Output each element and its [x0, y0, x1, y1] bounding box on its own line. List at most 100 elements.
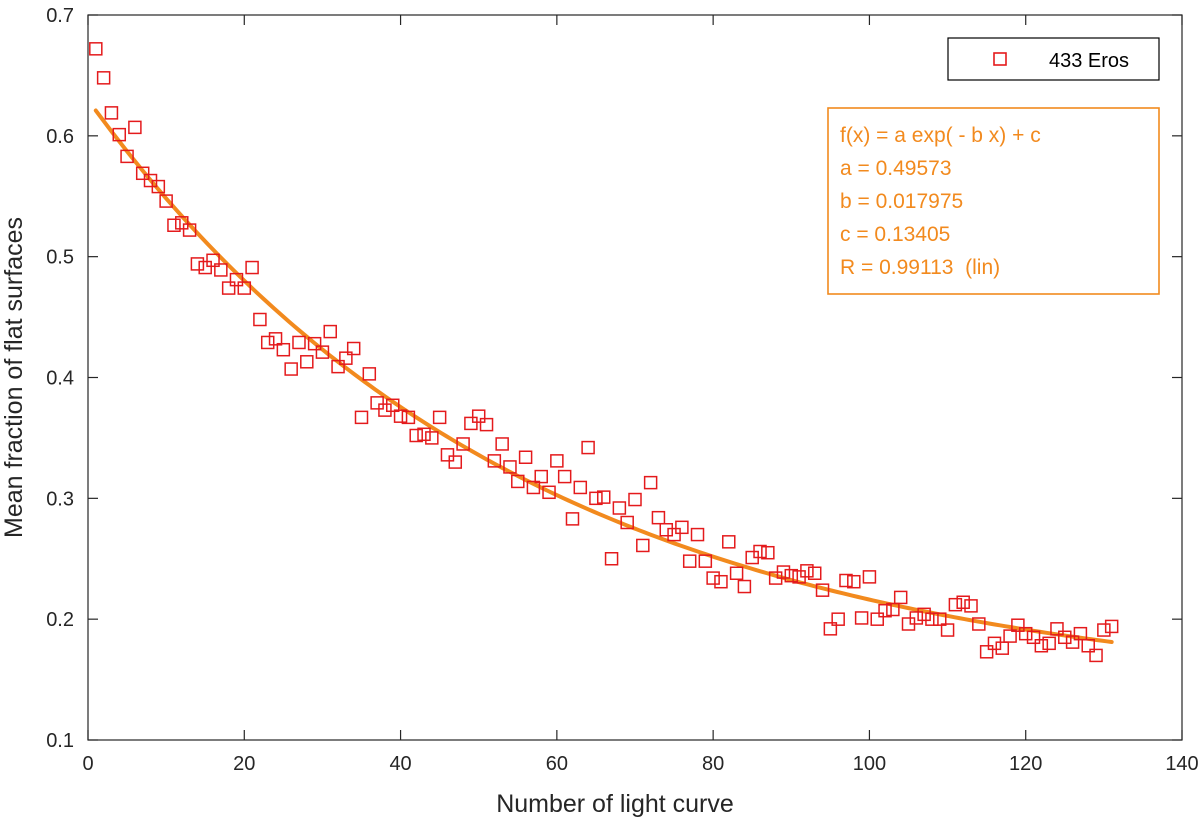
data-point: [612, 501, 627, 515]
fit-annotation-box: [827, 107, 1160, 295]
data-point: [214, 263, 228, 277]
data-point: [831, 612, 845, 626]
data-point: [323, 324, 337, 339]
x-tick-label: 60: [546, 753, 568, 775]
data-point: [425, 431, 439, 445]
data-point: [714, 574, 728, 589]
legend-marker-icon: [993, 52, 1007, 66]
data-point: [753, 544, 767, 559]
data-point: [839, 573, 853, 588]
data-point: [151, 179, 166, 194]
data-point: [276, 342, 291, 357]
data-point: [800, 564, 814, 578]
x-tick-label: 80: [702, 753, 724, 775]
data-point: [636, 538, 650, 553]
y-tick-label: 0.2: [46, 609, 74, 631]
data-point: [1018, 626, 1033, 641]
data-point: [893, 590, 908, 605]
data-point: [268, 332, 283, 346]
data-point: [589, 491, 603, 506]
data-point: [401, 410, 416, 425]
data-point: [503, 460, 517, 474]
fit-param-r: R = 0.99113 (lin): [840, 256, 1000, 279]
data-point: [682, 554, 697, 568]
data-point: [1050, 622, 1064, 636]
data-point: [253, 312, 267, 327]
y-tick-label: 0.6: [46, 126, 74, 148]
y-tick-label: 0.1: [46, 730, 74, 752]
data-point: [948, 597, 963, 612]
data-point: [698, 554, 713, 568]
data-point: [300, 355, 314, 369]
data-point: [690, 527, 705, 542]
data-point: [940, 623, 955, 637]
data-point: [1081, 639, 1095, 653]
data-point: [854, 611, 869, 625]
data-point: [120, 149, 134, 164]
data-point: [417, 427, 431, 442]
data-point: [440, 448, 455, 462]
data-point: [972, 617, 986, 631]
data-point: [526, 480, 541, 495]
data-point: [917, 607, 931, 622]
data-point: [1073, 626, 1088, 641]
data-point: [979, 645, 994, 659]
data-point: [159, 194, 173, 208]
data-point: [729, 566, 744, 580]
data-point: [175, 216, 189, 230]
data-point: [378, 403, 392, 417]
x-tick-label: 140: [1165, 753, 1198, 775]
data-point: [198, 260, 212, 275]
data-point: [487, 454, 502, 468]
data-point: [675, 520, 689, 535]
data-point: [190, 257, 205, 271]
data-point: [628, 492, 642, 507]
data-point: [604, 552, 619, 566]
data-point: [964, 599, 978, 613]
data-point: [362, 367, 377, 381]
data-point: [925, 612, 939, 626]
data-point: [1003, 629, 1017, 643]
data-point: [167, 218, 181, 232]
x-tick-label: 100: [853, 753, 886, 775]
data-point: [1034, 639, 1049, 653]
data-point: [432, 410, 447, 425]
data-point: [886, 602, 900, 617]
fit-annotation: f(x) = a exp( - b x) + c a = 0.49573 b =…: [827, 107, 1160, 295]
data-point: [96, 71, 111, 85]
data-point: [128, 120, 142, 135]
data-point: [511, 474, 525, 489]
data-point: [182, 223, 197, 237]
data-point: [1089, 648, 1103, 663]
plot-frame: [87, 14, 1183, 741]
legend-label: 433 Eros: [1049, 50, 1129, 72]
data-point: [292, 335, 306, 350]
x-tick-label: 120: [1009, 753, 1042, 775]
data-point: [823, 622, 838, 636]
fit-curve-line: [93, 108, 1114, 644]
data-point: [339, 351, 353, 365]
data-point: [237, 281, 252, 295]
data-point: [737, 579, 752, 594]
data-point: [534, 469, 548, 484]
data-point: [667, 527, 681, 542]
data-point: [643, 475, 658, 490]
data-point: [761, 545, 775, 560]
data-point: [409, 428, 423, 443]
data-point: [1065, 635, 1080, 649]
x-tick-label: 40: [389, 753, 411, 775]
data-point: [260, 335, 275, 350]
data-point: [135, 166, 150, 181]
y-tick-label: 0.5: [46, 247, 74, 269]
data-point: [565, 512, 580, 526]
y-axis-title: Mean fraction of flat surfaces: [0, 217, 28, 538]
data-point: [956, 595, 970, 609]
data-point: [706, 571, 720, 585]
data-point: [807, 566, 822, 580]
data-point: [284, 362, 298, 376]
data-point: [862, 570, 877, 584]
data-point: [1011, 618, 1025, 632]
data-point: [221, 281, 236, 295]
x-tick-label: 0: [82, 753, 93, 775]
